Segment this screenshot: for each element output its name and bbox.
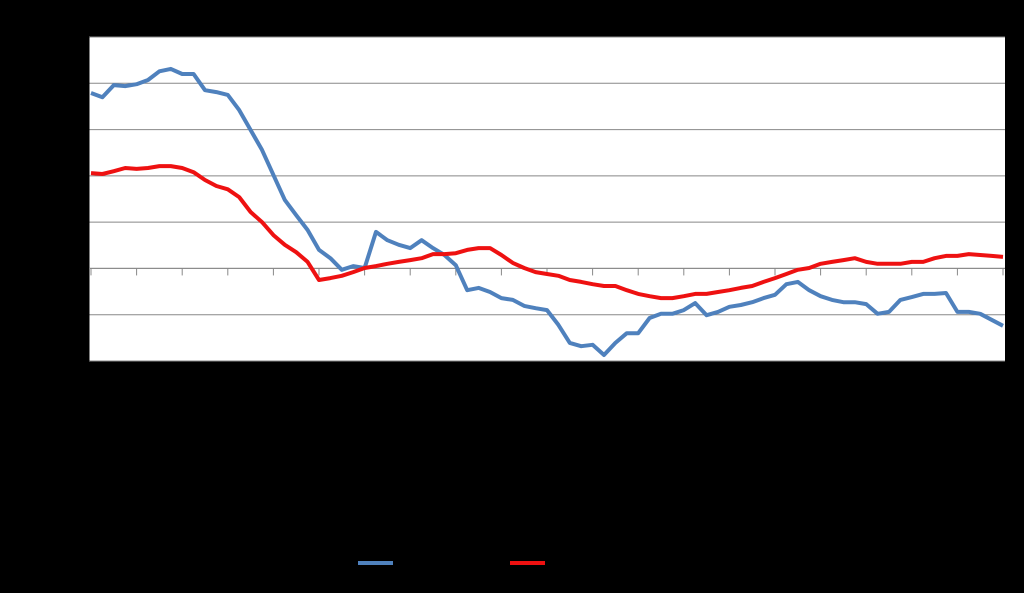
series-line bbox=[90, 66, 1004, 357]
series-line bbox=[90, 164, 1004, 301]
